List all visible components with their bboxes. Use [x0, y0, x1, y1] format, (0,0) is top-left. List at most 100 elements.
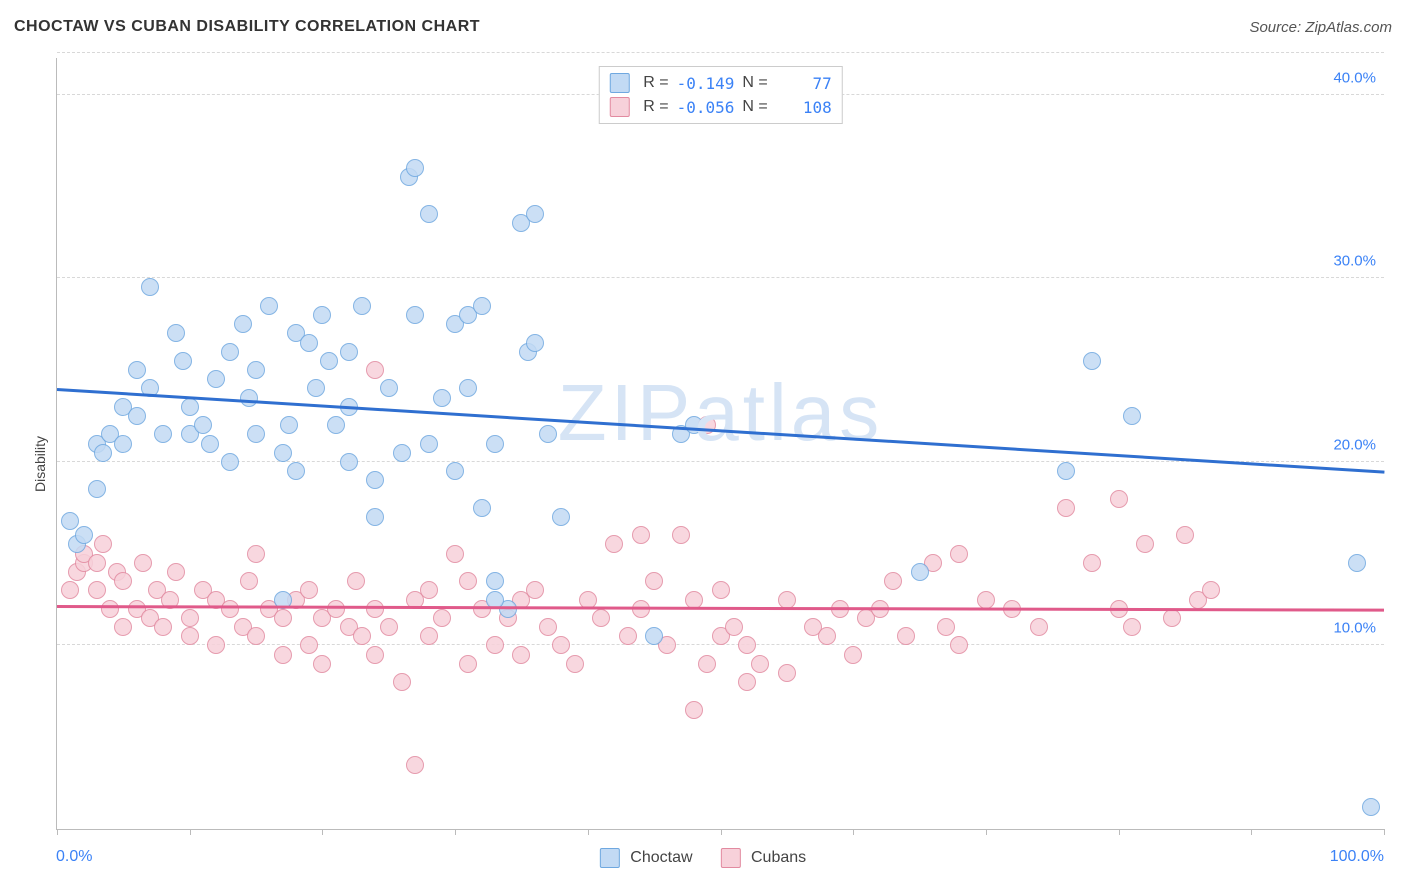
legend-label-cubans: Cubans: [751, 849, 806, 866]
legend-item-cubans: Cubans: [721, 848, 807, 868]
scatter-point: [1362, 798, 1380, 816]
scatter-point: [94, 535, 112, 553]
scatter-point: [88, 554, 106, 572]
scatter-point: [420, 627, 438, 645]
gridline: [57, 277, 1384, 278]
scatter-point: [114, 618, 132, 636]
x-tick: [853, 829, 854, 835]
chart-container: Disability ZIPatlas R = -0.149 N = 77 R …: [14, 50, 1392, 878]
scatter-point: [406, 159, 424, 177]
y-axis-label: Disability: [32, 436, 48, 492]
r-value-choctaw: -0.149: [677, 74, 735, 93]
scatter-point: [1136, 535, 1154, 553]
n-value-cubans: 108: [776, 98, 832, 117]
scatter-point: [725, 618, 743, 636]
scatter-point: [221, 453, 239, 471]
x-axis-start-label: 0.0%: [56, 848, 92, 866]
scatter-point: [566, 655, 584, 673]
scatter-point: [897, 627, 915, 645]
regression-line: [57, 605, 1384, 612]
scatter-point: [473, 499, 491, 517]
scatter-point: [128, 361, 146, 379]
scatter-point: [313, 306, 331, 324]
scatter-point: [134, 554, 152, 572]
scatter-point: [1057, 499, 1075, 517]
scatter-point: [950, 636, 968, 654]
scatter-point: [1348, 554, 1366, 572]
scatter-point: [61, 512, 79, 530]
scatter-point: [347, 572, 365, 590]
scatter-point: [247, 361, 265, 379]
scatter-point: [240, 572, 258, 590]
scatter-point: [1083, 352, 1101, 370]
scatter-point: [526, 334, 544, 352]
scatter-point: [75, 526, 93, 544]
scatter-point: [207, 370, 225, 388]
scatter-point: [380, 379, 398, 397]
scatter-point: [366, 361, 384, 379]
scatter-point: [88, 581, 106, 599]
scatter-point: [778, 591, 796, 609]
r-label: R =: [643, 74, 668, 92]
scatter-point: [221, 600, 239, 618]
scatter-point: [280, 416, 298, 434]
scatter-point: [433, 609, 451, 627]
scatter-point: [340, 343, 358, 361]
stats-row-choctaw: R = -0.149 N = 77: [609, 71, 831, 95]
cubans-swatch-icon: [609, 97, 629, 117]
scatter-point: [154, 425, 172, 443]
scatter-point: [114, 572, 132, 590]
scatter-point: [1123, 618, 1141, 636]
scatter-point: [287, 462, 305, 480]
scatter-point: [194, 416, 212, 434]
scatter-point: [1123, 407, 1141, 425]
scatter-point: [738, 673, 756, 691]
scatter-point: [61, 581, 79, 599]
scatter-point: [619, 627, 637, 645]
scatter-point: [366, 646, 384, 664]
scatter-point: [247, 425, 265, 443]
scatter-point: [632, 526, 650, 544]
scatter-point: [101, 600, 119, 618]
choctaw-swatch-icon: [609, 73, 629, 93]
scatter-point: [88, 480, 106, 498]
scatter-point: [94, 444, 112, 462]
scatter-point: [446, 462, 464, 480]
cubans-swatch-icon: [721, 848, 741, 868]
scatter-point: [154, 618, 172, 636]
x-tick: [1384, 829, 1385, 835]
n-label: N =: [742, 74, 767, 92]
scatter-point: [459, 572, 477, 590]
scatter-point: [340, 453, 358, 471]
r-value-cubans: -0.056: [677, 98, 735, 117]
scatter-point: [526, 581, 544, 599]
scatter-point: [1163, 609, 1181, 627]
y-tick-label: 10.0%: [1333, 620, 1376, 637]
scatter-point: [473, 297, 491, 315]
scatter-point: [459, 655, 477, 673]
x-tick: [1119, 829, 1120, 835]
scatter-point: [327, 416, 345, 434]
y-tick-label: 20.0%: [1333, 436, 1376, 453]
scatter-point: [221, 343, 239, 361]
choctaw-swatch-icon: [600, 848, 620, 868]
y-tick-label: 40.0%: [1333, 69, 1376, 86]
gridline: [57, 52, 1384, 53]
scatter-point: [320, 352, 338, 370]
stats-legend-box: R = -0.149 N = 77 R = -0.056 N = 108: [598, 66, 842, 124]
scatter-point: [406, 756, 424, 774]
bottom-legend: Choctaw Cubans: [600, 848, 806, 868]
scatter-point: [1057, 462, 1075, 480]
x-tick: [455, 829, 456, 835]
scatter-point: [300, 636, 318, 654]
scatter-point: [247, 545, 265, 563]
x-tick: [986, 829, 987, 835]
scatter-point: [486, 435, 504, 453]
scatter-point: [552, 636, 570, 654]
legend-item-choctaw: Choctaw: [600, 848, 693, 868]
scatter-point: [818, 627, 836, 645]
scatter-point: [167, 324, 185, 342]
plot-area: ZIPatlas R = -0.149 N = 77 R = -0.056 N …: [56, 58, 1384, 830]
scatter-point: [884, 572, 902, 590]
scatter-point: [1176, 526, 1194, 544]
